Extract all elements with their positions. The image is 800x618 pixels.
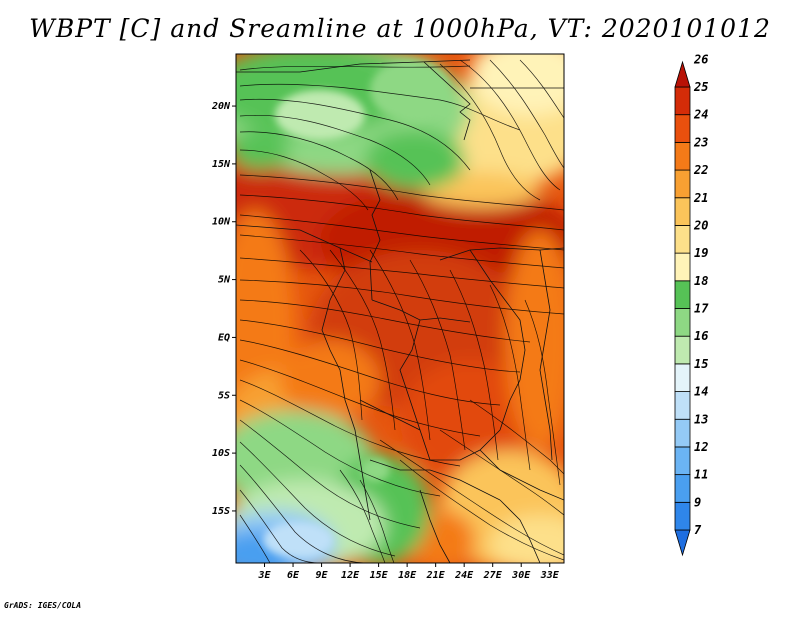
colorbar-label: 21 [693,191,708,205]
lon-label: 18E [398,570,417,581]
colorbar-swatch [674,114,691,143]
colorbar-label: 9 [694,495,701,509]
colorbar-swatch [674,280,691,309]
colorbar-swatch [674,225,691,254]
colorbar-swatch [674,363,691,392]
lon-label: 24E [454,570,474,581]
colorbar-swatch [674,86,691,116]
colorbar: 7 9 11 12 13 14 15 16 17 18 19 20 21 22 23 24 25 26 [674,52,709,557]
lon-label: 27E [483,570,503,581]
colorbar-swatch [674,335,691,365]
lat-label: 20N [211,101,231,112]
lat-label: 15N [212,159,231,170]
colorbar-label: 13 [694,412,708,426]
lon-label: 15E [370,570,389,581]
country-borders [236,59,564,563]
colorbar-label: 25 [693,80,708,94]
lon-label: 6E [287,570,300,581]
colorbar-swatch [674,169,691,199]
lat-label: EQ [218,332,230,343]
colorbar-swatch [674,60,691,88]
map-frame [235,53,565,564]
colorbar-swatch [674,446,691,476]
colorbar-swatch [674,308,691,337]
colorbar-label: 20 [693,218,708,232]
colorbar-label: 23 [693,135,708,149]
colorbar-label: 24 [693,108,708,122]
lon-label: 3E [257,570,271,581]
lon-label: 12E [341,570,360,581]
colorbar-swatch [674,197,691,226]
colorbar-swatch [674,501,691,531]
colorbar-swatch [674,391,691,420]
lon-label: 30E [511,570,531,581]
colorbar-label: 18 [694,274,708,288]
chart-title: WBPT [C] and Sreamline at 1000hPa, VT: 2… [29,14,771,43]
colorbar-label: 14 [694,385,708,399]
colorbar-label: 26 [693,52,708,66]
colorbar-swatch [674,418,691,448]
credit-text: GrADS: IGES/COLA [4,601,82,610]
longitude-axis: 3E 6E 9E 12E 15E 18E 21E 24E 27E 30E 33E [257,563,560,581]
colorbar-label: 22 [693,163,708,177]
lat-label: 10N [212,217,231,228]
streamlines [239,59,564,563]
colorbar-label: 15 [694,357,708,371]
colorbar-swatch [674,474,691,503]
colorbar-label: 11 [694,468,708,482]
colorbar-label: 12 [694,440,708,454]
colorbar-label: 17 [694,302,709,316]
lat-label: 5N [218,275,231,286]
lon-label: 9E [316,570,329,581]
colorbar-swatch [674,252,691,282]
lon-label: 33E [540,570,560,581]
wbpt-field [236,54,564,563]
colorbar-label: 16 [694,329,708,343]
latitude-axis: 20N 15N 10N 5N EQ 5S 10S 15S [211,101,236,517]
colorbar-swatch [674,141,691,171]
lat-label: 5S [218,390,230,401]
lat-label: 15S [212,506,230,517]
lon-label: 21E [426,570,446,581]
colorbar-label: 7 [694,523,702,537]
lat-label: 10S [212,448,230,459]
colorbar-label: 19 [694,246,708,260]
colorbar-swatch [674,529,691,557]
